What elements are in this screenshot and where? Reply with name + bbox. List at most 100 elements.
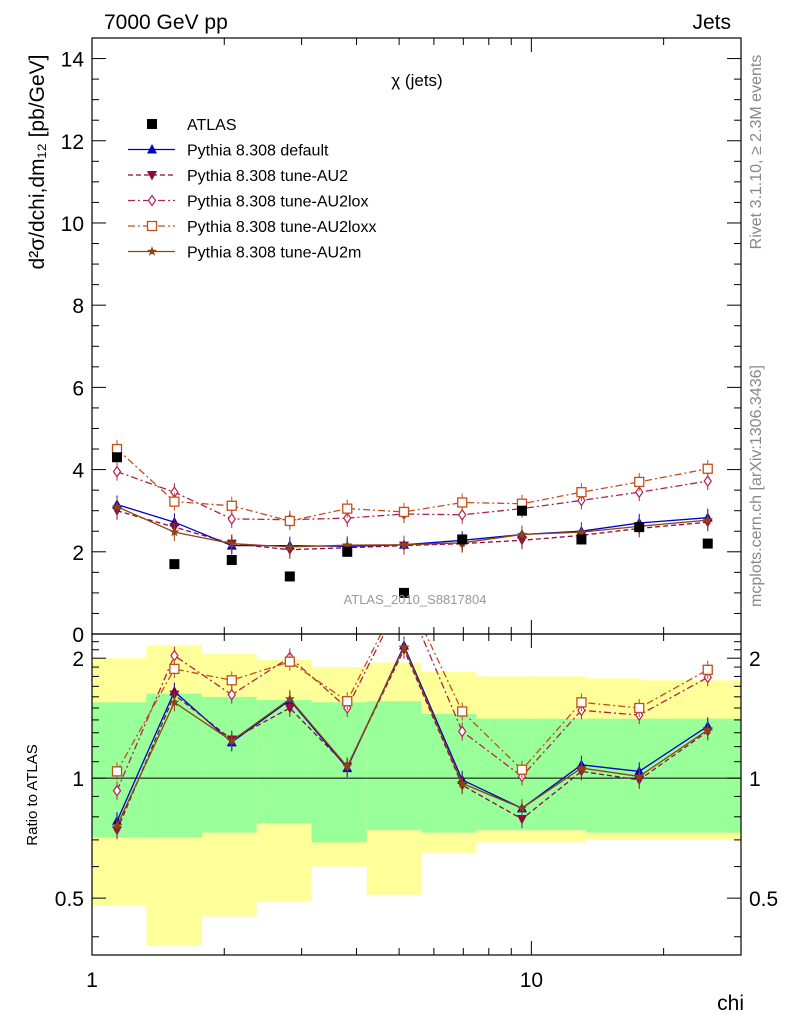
ratio-series-2-point — [112, 784, 122, 797]
legend-marker-5 — [147, 246, 157, 256]
ratio-series-4-point — [112, 820, 122, 830]
mcplots-label: mcplots.cern.ch [arXiv:1306.3436] — [748, 365, 765, 607]
ratio-series-3-line — [116, 634, 709, 772]
ratio-series-4-point — [342, 761, 353, 771]
main-y-axis-label: d²σ/dchi,dm₁₂ [pb/GeV] — [26, 55, 49, 270]
ratio-series-4-point — [399, 642, 409, 652]
main-series-4-line — [116, 448, 708, 522]
atlas-point — [342, 546, 353, 557]
ratio-series-4-point — [517, 803, 527, 813]
band-inner — [366, 701, 422, 831]
main-series-3-line — [116, 470, 708, 521]
main-series-4-point — [226, 500, 237, 511]
main-series-3-point — [635, 486, 644, 499]
main-series-5-point — [284, 541, 295, 552]
band-inner — [311, 702, 367, 843]
ratio-series-2-line — [116, 634, 709, 791]
ratio-frame — [91, 633, 742, 956]
main-series-4-point — [576, 487, 587, 498]
ratio-series-3-point — [284, 656, 295, 667]
band-inner — [421, 713, 477, 833]
ratio-series-1-point — [284, 703, 295, 714]
y-tick-label: 12 — [61, 131, 84, 154]
main-series-3-point — [227, 512, 236, 525]
y-tick-label: 10 — [61, 213, 84, 236]
ratio-series-4-point — [284, 693, 295, 704]
atlas-point — [226, 555, 237, 566]
band-inner — [146, 693, 203, 838]
ratio-y-tick-label: 2 — [72, 648, 84, 671]
main-series-5-point — [226, 538, 237, 548]
x-axis-label: chi — [717, 992, 744, 1015]
main-series-4-point — [111, 443, 123, 455]
main-series-4-point — [634, 476, 645, 488]
ratio-series-4-point — [169, 697, 180, 707]
y-tick-label: 4 — [72, 460, 84, 483]
ratio-series-3-point — [702, 664, 713, 675]
x-tick-label: 1 — [86, 969, 98, 992]
ratio-series-4-point — [457, 778, 468, 788]
atlas-point — [284, 571, 295, 582]
legend-marker-3 — [147, 194, 157, 207]
main-series-5-point — [576, 526, 587, 537]
rivet-label: Rivet 3.1.10, ≥ 2.3M events — [748, 55, 765, 250]
y-tick-label: 14 — [61, 49, 85, 72]
main-series-4-point — [342, 503, 353, 514]
atlas-point — [399, 587, 410, 598]
legend-label-0: ATLAS — [187, 117, 237, 134]
band-inner — [641, 718, 741, 833]
main-series-5-point — [702, 514, 713, 525]
main-series-4-point — [169, 496, 180, 507]
legend-marker-2 — [147, 171, 157, 181]
legend-marker-0 — [147, 119, 157, 129]
main-series-4-point — [457, 497, 468, 508]
watermark: ATLAS_2010_S8817804 — [344, 592, 487, 607]
y-tick-label: 6 — [72, 377, 84, 400]
ratio-series-3-point — [342, 696, 353, 707]
ratio-y-tick-label: 0.5 — [55, 888, 84, 911]
band-inner — [202, 696, 257, 833]
atlas-point — [634, 522, 645, 533]
ratio-y-tick-label: 1 — [749, 768, 761, 791]
ratio-y-tick-label: 2 — [749, 648, 761, 671]
atlas-point — [516, 505, 527, 516]
main-series-3-point — [457, 508, 467, 521]
ratio-series-3-point — [516, 764, 528, 775]
ratio-plot: 0.5 0.5 1 1 2 2 1 10 — [55, 633, 778, 992]
main-series-4-point — [284, 515, 295, 527]
y-tick-label: 8 — [72, 295, 84, 318]
ratio-series-4-point — [226, 735, 237, 746]
y-tick-label: 2 — [72, 542, 84, 565]
main-plot-title: χ (jets) — [391, 71, 442, 90]
main-series-5-point — [169, 526, 180, 537]
legend-label-2: Pythia 8.308 tune-AU2 — [187, 168, 348, 185]
main-series-5-point — [399, 539, 409, 549]
main-series-5-point — [517, 529, 527, 539]
ratio-y-axis-label: Ratio to ATLAS — [24, 744, 41, 845]
legend-marker-1 — [147, 144, 157, 154]
ratio-series-2-point — [457, 725, 467, 738]
legend-label-3: Pythia 8.308 tune-AU2lox — [187, 194, 368, 211]
legend-marker-4 — [146, 220, 158, 232]
ratio-series-3-point — [111, 766, 123, 777]
main-series-3-point — [703, 475, 712, 488]
ratio-series-3-point — [457, 706, 468, 717]
ratio-series-2-point — [227, 688, 236, 701]
main-series-5-line — [116, 506, 708, 548]
main-series-3-point — [343, 512, 352, 525]
legend: ATLAS Pythia 8.308 default Pythia 8.308 tu… — [128, 117, 376, 262]
atlas-point — [457, 534, 468, 545]
legend-label-4: Pythia 8.308 tune-AU2loxx — [187, 219, 376, 236]
header-left: 7000 GeV pp — [104, 11, 228, 34]
header-right: Jets — [692, 11, 731, 34]
legend-label-1: Pythia 8.308 default — [187, 143, 329, 160]
main-series-3-point — [112, 465, 122, 478]
ratio-series-4-point — [702, 724, 713, 735]
main-series-5-point — [342, 540, 353, 550]
atlas-point — [576, 534, 587, 545]
legend-label-5: Pythia 8.308 tune-AU2m — [187, 245, 361, 262]
ratio-series-4-point — [634, 771, 645, 781]
x-tick-label: 10 — [520, 969, 543, 992]
ratio-series-3-point — [226, 675, 237, 686]
